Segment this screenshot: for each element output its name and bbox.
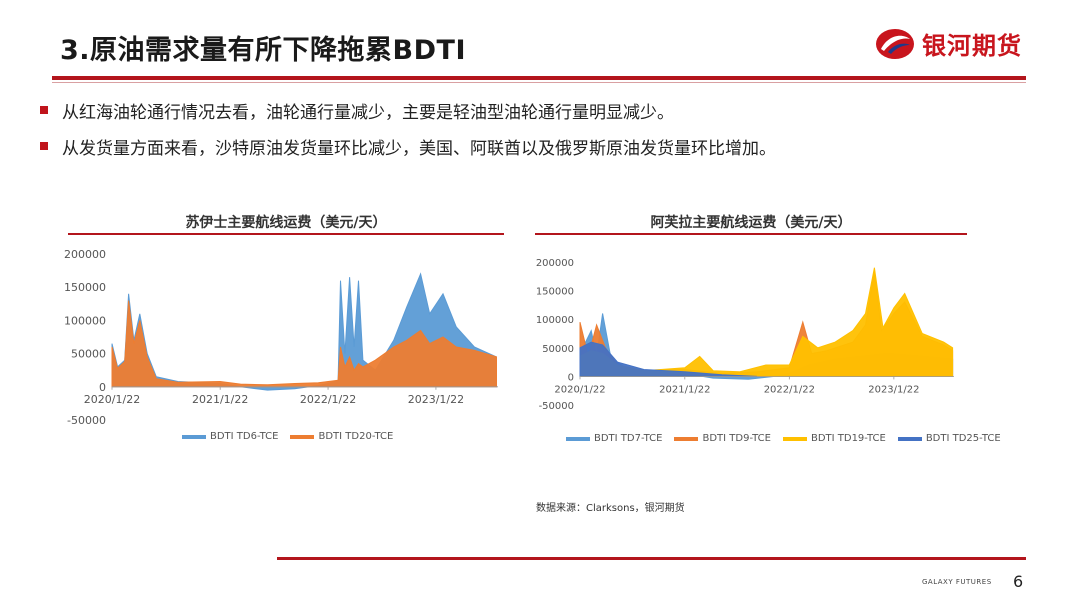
chart-divider-aframax [535,233,967,235]
legend-label: BDTI TD9-TCE [702,433,771,444]
bullet-list: 从红海油轮通行情况去看，油轮通行量减少，主要是轻油型油轮通行量明显减少。 从发货… [40,92,776,164]
legend-label: BDTI TD19-TCE [810,433,886,444]
footer-brand: GALAXY FUTURES [922,578,992,586]
y-tick-label: 100000 [536,315,574,326]
data-source: 数据来源：Clarksons，银河期货 [536,503,685,514]
chart-divider-suez [68,233,504,235]
legend-swatch [182,434,206,439]
y-tick-label: 50000 [71,348,106,361]
logo-text: 银河期货 [922,32,1022,60]
legend-swatch [566,436,590,441]
footer-divider [277,557,1026,560]
x-tick-label: 2021/1/22 [659,384,710,395]
series-area-bdti-td20-tce [111,300,497,388]
legend-suez: BDTI TD6-TCE BDTI TD20-TCE [182,431,405,442]
legend-swatch [290,434,315,439]
y-tick-label: 0 [99,381,106,394]
page-title: 3.原油需求量有所下降拖累BDTI [60,35,466,66]
series-area-bdti-td19-tce [579,267,954,377]
chart-title-suez: 苏伊士主要航线运费（美元/天） [185,215,387,231]
legend-label: BDTI TD6-TCE [210,431,279,442]
bullet-text: 从红海油轮通行情况去看，油轮通行量减少，主要是轻油型油轮通行量明显减少。 [62,102,674,123]
legend-entry: BDTI TD20-TCE [290,431,393,442]
bullet-square-icon [40,142,48,150]
y-tick-label: 200000 [536,258,574,269]
y-tick-label: -50000 [67,414,106,427]
x-tick-label: 2023/1/22 [408,393,464,406]
legend-label: BDTI TD7-TCE [594,433,663,444]
legend-entry: BDTI TD25-TCE [897,433,1001,444]
page-number: 6 [1013,572,1024,591]
y-tick-label: 50000 [542,344,574,355]
x-tick-label: 2023/1/22 [868,384,919,395]
header-divider-thin [52,82,1026,83]
y-tick-label: 150000 [536,287,574,298]
legend-entry: BDTI TD19-TCE [782,433,886,444]
legend-label: BDTI TD25-TCE [925,433,1001,444]
y-tick-label: 150000 [64,281,106,294]
legend-aframax: BDTI TD7-TCE BDTI TD9-TCE BDTI TD19-TCE BDT… [566,433,1013,444]
legend-swatch [897,436,922,441]
x-tick-label: 2020/1/22 [84,393,140,406]
legend-swatch [674,436,699,441]
bullet-text: 从发货量方面来看，沙特原油发货量环比减少，美国、阿联酋以及俄罗斯原油发货量环比增… [62,138,776,159]
header-divider [52,76,1026,80]
bullet-item: 从红海油轮通行情况去看，油轮通行量减少，主要是轻油型油轮通行量明显减少。 [40,92,776,128]
x-tick-label: 2022/1/22 [764,384,815,395]
y-tick-label: 0 [568,372,574,383]
legend-swatch [782,436,807,441]
legend-entry: BDTI TD6-TCE [182,431,278,442]
bullet-square-icon [40,106,48,114]
x-tick-label: 2022/1/22 [300,393,356,406]
chart-title-aframax: 阿芙拉主要航线运费（美元/天） [650,215,852,231]
legend-entry: BDTI TD9-TCE [674,433,771,444]
brand-logo: 银河期货 [874,26,1022,61]
bullet-item: 从发货量方面来看，沙特原油发货量环比减少，美国、阿联酋以及俄罗斯原油发货量环比增… [40,128,776,164]
chart-aframax: 200000 150000 100000 50000 0 -50000 2020/1/22 2… [536,258,954,412]
x-tick-label: 2020/1/22 [554,384,605,395]
galaxy-logo-icon [876,28,914,59]
legend-entry: BDTI TD7-TCE [566,433,662,444]
chart-suez: 200000 150000 100000 50000 0 -50000 2020/1/22 2… [64,248,498,427]
x-tick-label: 2021/1/22 [192,393,248,406]
series-area-bdti-td25-tce [579,341,758,377]
y-tick-label: 200000 [64,248,106,261]
y-tick-label: 100000 [64,314,106,327]
legend-label: BDTI TD20-TCE [318,431,394,442]
y-tick-label: -50000 [539,401,574,412]
